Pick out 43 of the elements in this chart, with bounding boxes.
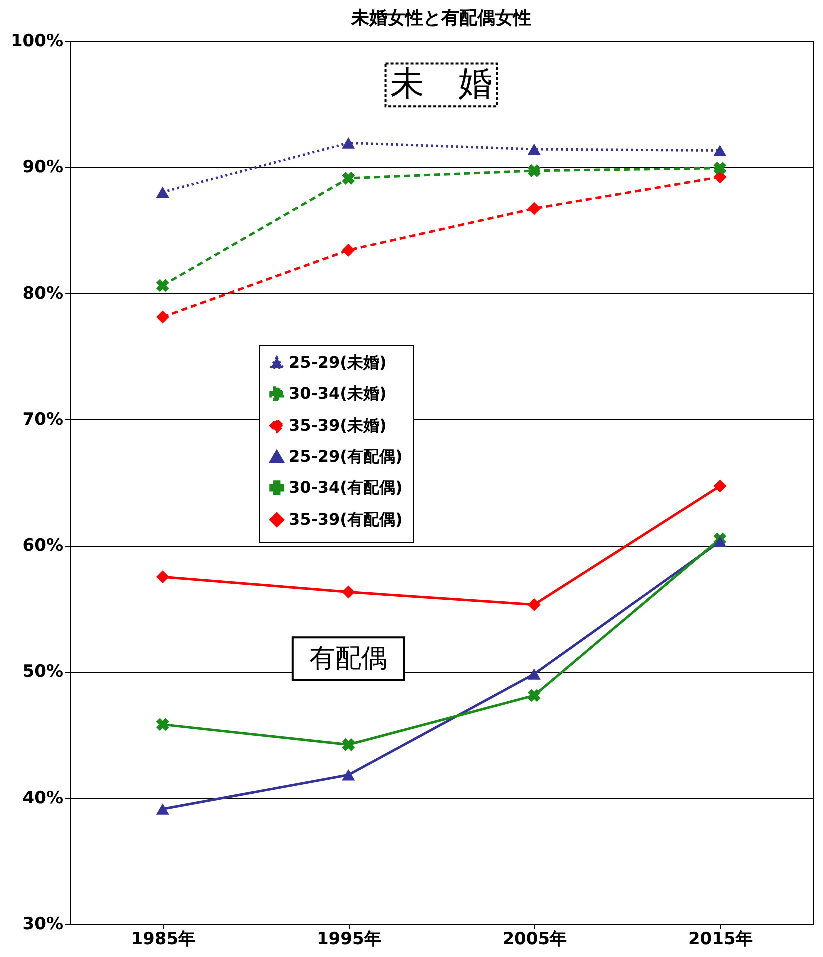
point <box>156 718 170 732</box>
point <box>156 310 170 324</box>
point <box>342 586 356 599</box>
annotation: 有配偶 <box>310 644 388 674</box>
point <box>714 480 727 493</box>
point <box>714 536 727 548</box>
y-tick-label: 50% <box>22 662 64 682</box>
point <box>528 598 541 612</box>
point <box>528 689 541 702</box>
point <box>342 244 356 257</box>
legend-label: 25-29(未婚) <box>289 353 387 372</box>
y-tick-label: 70% <box>22 410 64 430</box>
legend-label: 30-34(未婚) <box>289 384 387 403</box>
point <box>528 144 541 156</box>
y-tick-label: 80% <box>22 284 64 304</box>
y-tick-label: 40% <box>22 788 64 808</box>
point <box>528 202 541 216</box>
x-tick-label: 2005年 <box>502 930 568 950</box>
point <box>342 738 356 752</box>
legend-label: 25-29(有配偶) <box>289 447 403 466</box>
y-tick-label: 100% <box>10 32 64 52</box>
point <box>342 138 356 149</box>
x-tick-label: 1995年 <box>316 930 382 950</box>
legend-label: 30-34(有配偶) <box>289 478 403 497</box>
chart-title: 未婚女性と有配偶女性 <box>350 8 532 29</box>
point <box>528 668 541 680</box>
y-tick-label: 30% <box>22 914 64 934</box>
point <box>714 145 727 156</box>
point <box>156 186 170 198</box>
point <box>714 162 727 175</box>
point <box>156 570 170 584</box>
point <box>342 172 356 185</box>
legend-label: 35-39(未婚) <box>289 416 387 435</box>
annotation: 未 婚 <box>390 64 492 104</box>
x-tick-label: 2015年 <box>688 930 753 950</box>
point <box>156 804 170 815</box>
point <box>156 279 170 292</box>
point <box>528 164 541 178</box>
legend-label: 35-39(有配偶) <box>289 510 403 529</box>
point <box>342 770 356 781</box>
y-tick-label: 60% <box>22 536 64 556</box>
y-tick-label: 90% <box>22 158 64 178</box>
x-tick-label: 1985年 <box>131 930 196 950</box>
